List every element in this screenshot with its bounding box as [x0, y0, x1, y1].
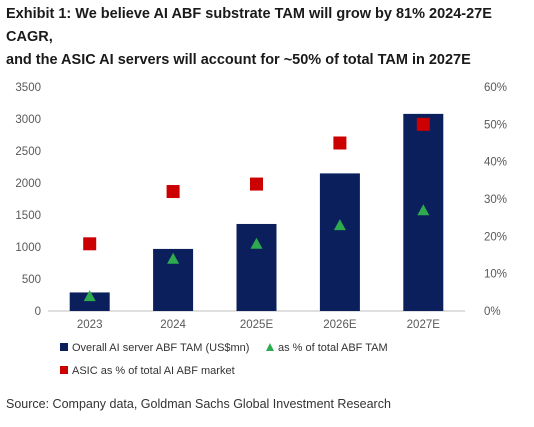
- legend-label-bar: Overall AI server ABF TAM (US$mn): [72, 342, 249, 354]
- legend-label-square: ASIC as % of total AI ABF market: [72, 365, 235, 377]
- x-axis-tick-label: 2024: [160, 319, 186, 331]
- left-axis-tick-label: 3000: [15, 114, 41, 126]
- legend-label-triangle: as % of total ABF TAM: [278, 342, 388, 354]
- title-line-2: and the ASIC AI servers will account for…: [6, 52, 471, 68]
- right-axis-tick-label: 30%: [484, 194, 507, 206]
- x-axis-tick-label: 2026E: [323, 319, 357, 331]
- square-point: [333, 136, 347, 150]
- right-axis-tick-label: 50%: [484, 119, 507, 131]
- right-axis-tick-label: 60%: [484, 82, 507, 94]
- triangle-point: [167, 252, 180, 264]
- x-axis-tick-label: 2027E: [407, 319, 441, 331]
- triangle-point: [83, 290, 96, 302]
- title-line-1: Exhibit 1: We believe AI ABF substrate T…: [6, 6, 492, 45]
- bar: [69, 292, 110, 311]
- square-point: [83, 237, 97, 251]
- left-axis-tick-label: 500: [22, 274, 41, 286]
- right-axis-tick-label: 10%: [484, 269, 507, 281]
- left-axis-tick-label: 3500: [15, 82, 41, 94]
- left-axis-tick-label: 1000: [15, 242, 41, 254]
- bar: [319, 173, 360, 311]
- x-axis-tick-label: 2023: [77, 319, 103, 331]
- square-point: [416, 117, 430, 131]
- bar: [236, 223, 277, 311]
- left-axis-tick-label: 2000: [15, 178, 41, 190]
- right-axis-tick-label: 40%: [484, 157, 507, 169]
- chart-title: Exhibit 1: We believe AI ABF substrate T…: [6, 3, 530, 72]
- right-axis-tick-label: 20%: [484, 231, 507, 243]
- left-axis-tick-label: 2500: [15, 146, 41, 158]
- x-axis-tick-label: 2025E: [240, 319, 274, 331]
- triangle-point: [417, 204, 430, 216]
- left-axis-tick-label: 0: [35, 306, 41, 318]
- legend-bar-swatch: [60, 343, 68, 351]
- triangle-point: [250, 237, 263, 249]
- right-axis-tick-label: 0%: [484, 306, 501, 318]
- square-point: [166, 185, 180, 199]
- triangle-point: [333, 219, 346, 231]
- legend-square-swatch: [60, 366, 68, 374]
- square-point: [250, 177, 263, 191]
- legend-triangle-swatch: [266, 343, 274, 351]
- source-note: Source: Company data, Goldman Sachs Glob…: [6, 397, 391, 411]
- left-axis-tick-label: 1500: [15, 210, 41, 222]
